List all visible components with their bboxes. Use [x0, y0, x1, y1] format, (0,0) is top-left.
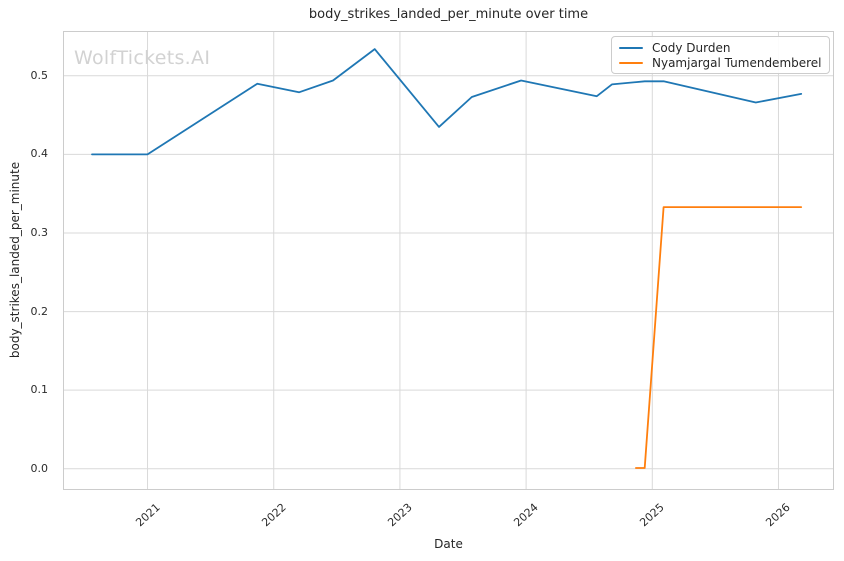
chart-title: body_strikes_landed_per_minute over time: [308, 7, 589, 22]
legend-line-swatch-orange: [619, 61, 643, 64]
watermark: WolfTickets.AI: [74, 47, 211, 69]
legend-item-cody-durden: Cody Durden: [619, 40, 822, 55]
y-tick-label-0.0: 0.0: [30, 462, 49, 475]
legend: Cody Durden Nyamjargal Tumendemberel: [611, 36, 830, 74]
series-line-nyamjargal-tumendemberel: [635, 206, 803, 469]
y-tick-label-0.2: 0.2: [30, 305, 49, 318]
y-tick-label-0.5: 0.5: [30, 69, 49, 82]
legend-line-swatch-blue: [619, 46, 643, 49]
y-tick-label-0.4: 0.4: [30, 147, 49, 160]
series-line-cody-durden: [91, 48, 803, 156]
plot-border: [63, 31, 834, 490]
legend-item-nyamjargal-tumendemberel: Nyamjargal Tumendemberel: [619, 55, 822, 70]
y-axis-label: body_strikes_landed_per_minute: [8, 161, 22, 359]
legend-label: Nyamjargal Tumendemberel: [652, 55, 822, 70]
y-tick-label-0.1: 0.1: [30, 383, 49, 396]
y-tick-label-0.3: 0.3: [30, 226, 49, 239]
x-axis-label: Date: [434, 537, 463, 551]
legend-label: Cody Durden: [652, 40, 731, 55]
